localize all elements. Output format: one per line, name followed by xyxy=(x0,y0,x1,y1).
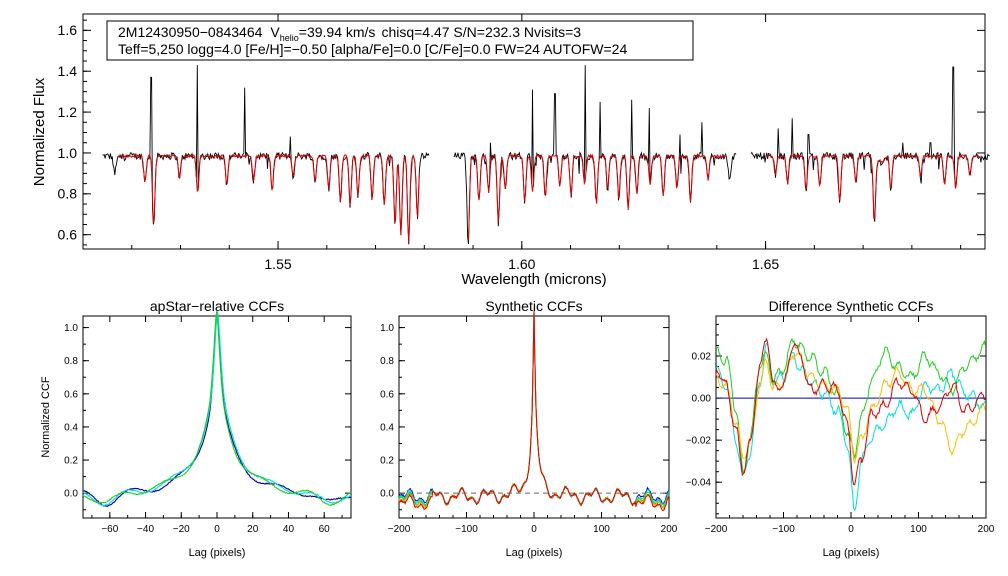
annotation-line-2: Teff=5,250 logg=4.0 [Fe/H]=−0.50 [alpha/… xyxy=(118,41,627,57)
synthetic-ccf-xtick-label: −200 xyxy=(388,524,411,535)
synthetic-ccf-x-axis-label: Lag (pixels) xyxy=(506,547,563,559)
apstar-ccf-ytick-label: 0.2 xyxy=(64,456,78,467)
apstar-ccf-xtick-label: −40 xyxy=(137,524,154,535)
difference-ccf-xtick-label: −200 xyxy=(705,524,728,535)
synthetic-ccf-xtick-label: −100 xyxy=(455,524,478,535)
spectrum-ytick-label: 1.2 xyxy=(58,104,78,120)
synthetic-ccf-title: Synthetic CCFs xyxy=(485,298,582,314)
apstar-ccf-xtick-label: −20 xyxy=(173,524,190,535)
spectrum-ticks: 1.55 1.60 1.65 0.6 0.8 1.0 1.2 1.4 1.6 xyxy=(58,14,985,272)
synthetic-ccf-panel: Synthetic CCFs −200 −100 0 100 200 0.0 0.2 0.4 0… xyxy=(380,298,678,559)
difference-ccf-ytick-label: −0.04 xyxy=(686,478,712,489)
annotation-star-id: 2M12430950−0843464 xyxy=(118,24,263,40)
apstar-ccf-ytick-label: 0.8 xyxy=(64,356,78,367)
spectrum-plot-frame xyxy=(82,13,986,250)
spectrum-xtick-label: 1.65 xyxy=(752,256,779,272)
synthetic-ccf-xtick-label: 100 xyxy=(593,524,610,535)
annotation-vhelio-subscript: helio xyxy=(280,33,299,43)
difference-ccf-ytick-label: 0.02 xyxy=(692,351,712,362)
spectrum-ytick-label: 1.6 xyxy=(58,22,78,38)
difference-ccf-ytick-label: 0.00 xyxy=(692,394,712,405)
difference-ccf-series-5 xyxy=(715,337,986,486)
difference-ccf-ticks: −200 −100 0 100 200 −0.04 −0.02 0.00 0.02 xyxy=(686,316,995,535)
apstar-ccf-xtick-label: −60 xyxy=(101,524,118,535)
annotation-vhelio-value: =39.94 km/s xyxy=(299,24,376,40)
apstar-ccf-title: apStar−relative CCFs xyxy=(150,298,284,314)
difference-ccf-x-axis-label: Lag (pixels) xyxy=(823,547,880,559)
apstar-ccf-ytick-label: 0.6 xyxy=(64,389,78,400)
apstar-ccf-ticks: −60 −40 −20 0 20 40 60 0.0 0.2 0.4 0.6 0.8 1.0 xyxy=(64,316,351,535)
annotation-vhelio-symbol: V xyxy=(270,24,280,40)
annotation-stats: chisq=4.47 S/N=232.3 Nvisits=3 xyxy=(381,24,581,40)
synthetic-ccf-lines xyxy=(398,310,670,512)
spectrum-model-line-chip-2 xyxy=(468,153,727,241)
spectrum-lines xyxy=(102,65,990,245)
difference-ccf-xtick-label: 100 xyxy=(910,524,927,535)
annotation-line-1: 2M12430950−0843464 Vhelio=39.94 km/s chisq… xyxy=(118,24,581,43)
apstar-ccf-xtick-label: 20 xyxy=(247,524,259,535)
spectrum-model-line-chip-1 xyxy=(117,153,420,243)
spectrum-y-axis-label: Normalized Flux xyxy=(31,77,48,186)
difference-ccf-panel: Difference Synthetic CCFs −200 −100 0 100 20… xyxy=(686,298,995,559)
synthetic-ccf-ytick-label: 0.0 xyxy=(380,489,394,500)
apstar-ccf-ytick-label: 0.4 xyxy=(64,422,78,433)
difference-ccf-ytick-label: −0.02 xyxy=(686,436,712,447)
synthetic-ccf-xtick-label: 200 xyxy=(661,524,678,535)
difference-ccf-series-4 xyxy=(715,352,986,465)
spectrum-ytick-label: 0.8 xyxy=(58,186,78,202)
difference-ccf-lines xyxy=(715,337,986,512)
spectrum-panel: 1.55 1.60 1.65 0.6 0.8 1.0 1.2 1.4 1.6 Normalize… xyxy=(31,13,990,288)
apstar-ccf-ytick-label: 1.0 xyxy=(64,323,78,334)
apstar-ccf-y-axis-label: Normalized CCF xyxy=(40,376,52,458)
apstar-ccf-xtick-label: 0 xyxy=(214,524,220,535)
synthetic-ccf-ytick-label: 0.4 xyxy=(380,422,394,433)
apstar-ccf-series-3 xyxy=(82,311,352,506)
spectrum-x-axis-label: Wavelength (microns) xyxy=(461,271,606,288)
spectrum-xtick-label: 1.55 xyxy=(264,256,291,272)
spectrum-ytick-label: 1.4 xyxy=(58,63,78,79)
difference-ccf-series-3 xyxy=(715,337,986,474)
annotation-box xyxy=(106,20,694,61)
apstar-ccf-xtick-label: 40 xyxy=(283,524,295,535)
synthetic-ccf-ytick-label: 0.2 xyxy=(380,456,394,467)
difference-ccf-xtick-label: −100 xyxy=(772,524,795,535)
spectrum-xtick-label: 1.60 xyxy=(508,256,535,272)
synthetic-ccf-series-5 xyxy=(398,310,670,512)
spectrum-ytick-label: 0.6 xyxy=(58,227,78,243)
apstar-ccf-ytick-label: 0.0 xyxy=(64,489,78,500)
apstar-ccf-panel: apStar−relative CCFs −60 −40 −20 0 20 40 60 0.0… xyxy=(40,298,352,559)
apstar-ccf-xtick-label: 60 xyxy=(319,524,331,535)
apstar-ccf-x-axis-label: Lag (pixels) xyxy=(189,547,246,559)
difference-ccf-title: Difference Synthetic CCFs xyxy=(769,298,934,314)
synthetic-ccf-ytick-label: 0.6 xyxy=(380,389,394,400)
synthetic-ccf-ytick-label: 0.8 xyxy=(380,356,394,367)
difference-ccf-xtick-label: 0 xyxy=(848,524,854,535)
apstar-ccf-lines xyxy=(82,311,352,508)
spectrum-model-line-chip-3 xyxy=(765,153,981,220)
synthetic-ccf-xtick-label: 0 xyxy=(531,524,537,535)
difference-ccf-xtick-label: 200 xyxy=(978,524,995,535)
synthetic-ccf-ytick-label: 1.0 xyxy=(380,323,394,334)
synthetic-ccf-ticks: −200 −100 0 100 200 0.0 0.2 0.4 0.6 0.8 1.0 xyxy=(380,316,678,535)
spectrum-ytick-label: 1.0 xyxy=(58,145,78,161)
